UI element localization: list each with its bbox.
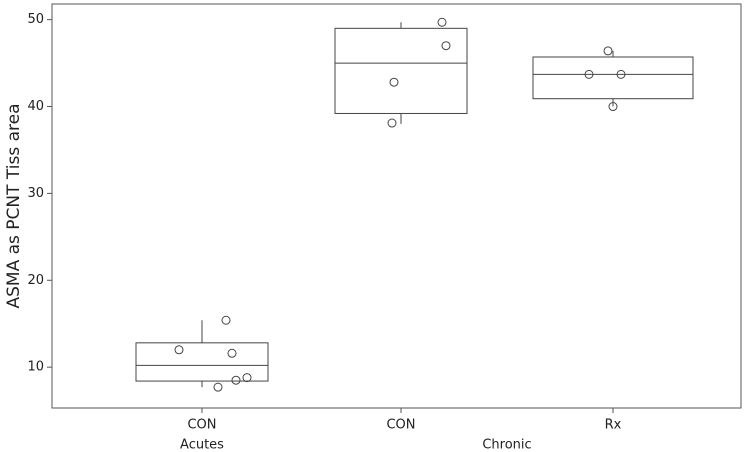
data-point <box>227 348 237 358</box>
data-point <box>213 382 223 392</box>
x-tick-label: CON <box>187 418 216 433</box>
data-point <box>242 373 252 383</box>
y-axis-label: ASMA as PCNT Tiss area <box>4 103 24 308</box>
group-label: Acutes <box>180 438 224 452</box>
plot-frame <box>51 3 742 409</box>
group-label: Chronic <box>482 438 531 452</box>
data-point <box>231 375 241 385</box>
data-point <box>584 69 594 79</box>
y-tick-label: 40 <box>27 99 44 114</box>
data-point <box>616 69 626 79</box>
data-point <box>387 118 397 128</box>
y-tick-label: 20 <box>27 273 44 288</box>
box <box>532 56 694 100</box>
data-point <box>441 41 451 51</box>
y-tick-label: 30 <box>27 186 44 201</box>
data-point <box>437 17 447 27</box>
box <box>135 342 269 382</box>
x-tick-label: CON <box>386 418 415 433</box>
x-tick-label: Rx <box>605 418 622 433</box>
data-point <box>389 77 399 87</box>
data-point <box>221 315 231 325</box>
y-tick-label: 10 <box>27 360 44 375</box>
data-point <box>603 46 613 56</box>
data-point <box>608 102 618 112</box>
data-point <box>174 345 184 355</box>
y-tick-label: 50 <box>27 12 44 27</box>
box <box>334 27 468 114</box>
